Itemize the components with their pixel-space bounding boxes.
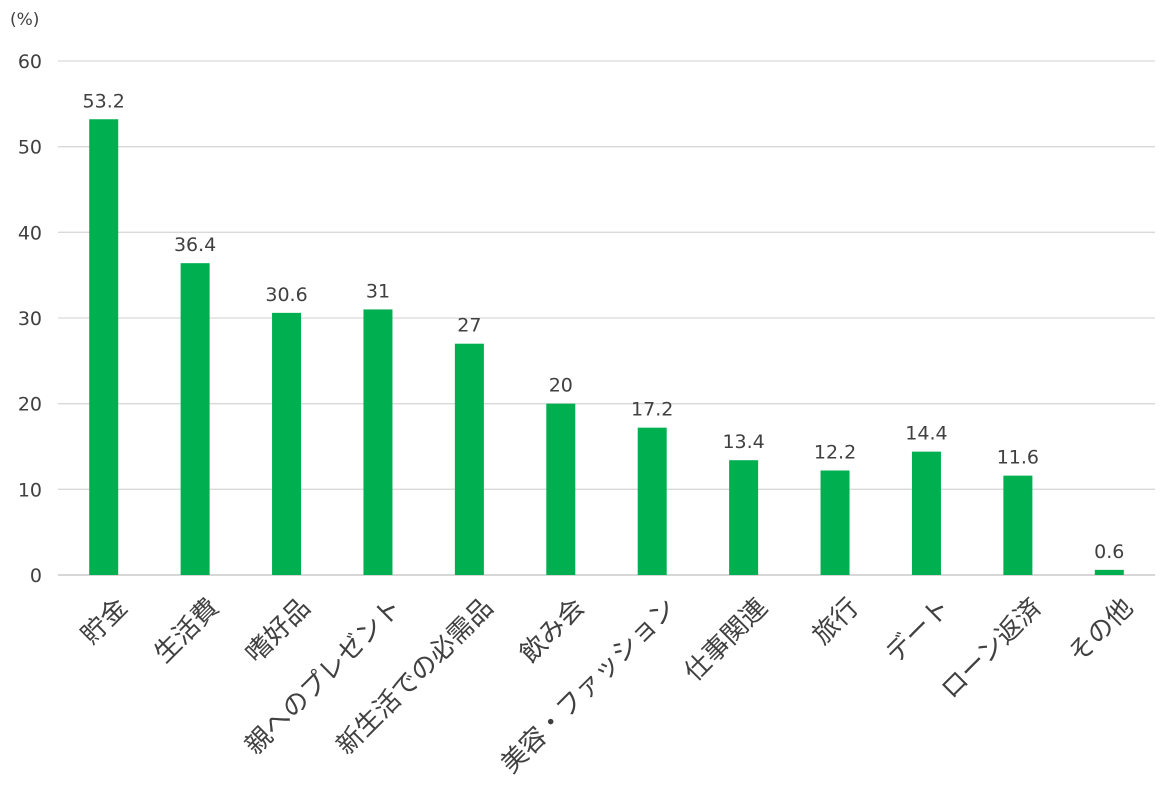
bar bbox=[272, 312, 302, 575]
x-tick-label: 親へのプレゼント bbox=[240, 593, 408, 761]
data-label: 20 bbox=[549, 375, 573, 397]
data-label: 13.4 bbox=[722, 431, 764, 453]
x-tick-label: 旅行 bbox=[807, 593, 865, 651]
y-tick-label: 40 bbox=[18, 222, 42, 244]
bar bbox=[363, 309, 393, 575]
data-label: 36.4 bbox=[174, 234, 216, 256]
value-labels: 53.2 36.4 30.6 31 27 20 17.2 13.4 12.2 14.4 11.6 0.… bbox=[83, 90, 1125, 563]
bar bbox=[454, 343, 484, 575]
x-tick-label: 新生活での必需品 bbox=[331, 593, 499, 761]
bar bbox=[820, 470, 850, 575]
x-tick-label: 生活費 bbox=[149, 593, 225, 669]
x-tick-label: 嗜好品 bbox=[240, 593, 316, 669]
data-label: 14.4 bbox=[905, 423, 947, 445]
x-tick-label: 美容・ファッション bbox=[495, 593, 682, 780]
bar bbox=[180, 263, 210, 575]
y-tick-label: 50 bbox=[18, 137, 42, 159]
y-tick-label: 60 bbox=[18, 51, 42, 73]
bar bbox=[729, 460, 759, 575]
x-tick-label: 貯金 bbox=[76, 593, 134, 651]
y-axis-unit-label: (%) bbox=[10, 10, 39, 30]
y-axis-ticks: 0 10 20 30 40 50 60 bbox=[18, 51, 42, 587]
y-tick-label: 20 bbox=[18, 394, 42, 416]
y-tick-label: 30 bbox=[18, 308, 42, 330]
y-tick-label: 10 bbox=[18, 479, 42, 501]
bars bbox=[89, 119, 1124, 576]
x-tick-label: 仕事関連 bbox=[679, 593, 774, 688]
data-label: 12.2 bbox=[814, 441, 856, 463]
bar bbox=[89, 119, 119, 576]
data-label: 11.6 bbox=[997, 447, 1039, 469]
bar bbox=[546, 403, 576, 575]
gridlines bbox=[58, 60, 1155, 576]
y-tick-label: 0 bbox=[30, 565, 42, 587]
bar bbox=[1003, 475, 1033, 575]
data-label: 17.2 bbox=[631, 399, 673, 421]
data-label: 0.6 bbox=[1094, 541, 1124, 563]
data-label: 31 bbox=[366, 280, 390, 302]
data-label: 30.6 bbox=[265, 284, 307, 306]
x-tick-label: デート bbox=[880, 593, 956, 669]
data-label: 27 bbox=[457, 315, 481, 337]
x-tick-label: ローン返済 bbox=[936, 593, 1048, 705]
bar bbox=[911, 451, 941, 575]
data-label: 53.2 bbox=[83, 90, 125, 112]
x-tick-label: その他 bbox=[1063, 593, 1139, 669]
bar bbox=[1094, 569, 1124, 575]
x-tick-label: 飲み会 bbox=[514, 593, 590, 669]
bar bbox=[637, 427, 667, 575]
